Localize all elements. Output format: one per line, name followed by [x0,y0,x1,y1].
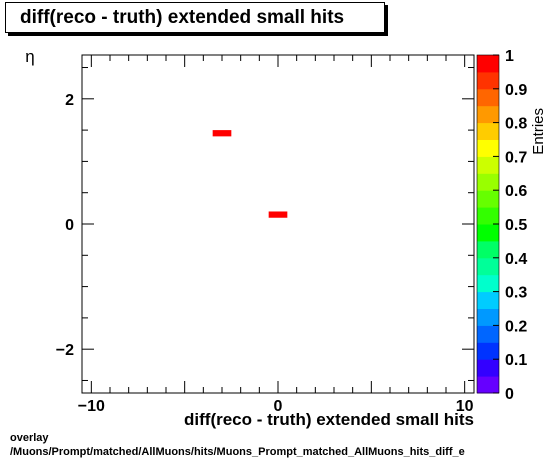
z-tick-label: 0.4 [505,251,527,268]
plot-frame [81,54,475,394]
palette-segment [477,55,499,73]
palette-segment [477,122,499,140]
z-tick-label: 0.3 [505,285,527,302]
z-tick-label: 0.6 [505,183,527,200]
palette-segment [477,224,499,242]
palette-segment [477,291,499,309]
x-tick-label: 0 [274,398,283,415]
palette-segment [477,308,499,326]
z-tick-label: 0.5 [505,217,527,234]
palette-segment [477,359,499,377]
z-tick-label: 0.2 [505,318,527,335]
palette-segment [477,257,499,276]
x-tick-label: 10 [456,398,474,415]
palette-segment [477,156,499,174]
y-tick-label: 0 [65,217,74,234]
x-axis-label: diff(reco - truth) extended small hits [184,410,474,429]
palette-segment [477,71,499,90]
z-tick-label: 0 [505,386,514,403]
z-tick-label: 0.1 [505,352,527,369]
chart-title: diff(reco - truth) extended small hits [5,2,385,33]
x-tick-label: −10 [78,398,105,415]
z-tick-label: 0.8 [505,116,527,133]
palette-segment [477,139,499,157]
y-tick-label: −2 [56,342,74,359]
y-tick-label: 2 [65,92,74,109]
palette-segment [477,190,499,208]
palette-segment [477,342,499,360]
heatmap-bin [212,130,232,137]
palette-segment [477,173,499,191]
z-tick-label: 0.7 [505,149,527,166]
palette-segment [477,88,499,107]
z-tick-label: 1 [505,48,514,65]
footer-overlay-label: overlay [10,432,49,444]
palette-segment [477,105,499,124]
palette-segment [477,207,499,225]
heatmap-bin [268,211,288,218]
palette-segment [477,274,499,293]
palette-segment [477,325,499,343]
z-tick-label: 0.9 [505,82,527,99]
y-axis-label: η [25,47,34,66]
footer-path-label: /Muons/Prompt/matched/AllMuons/hits/Muon… [10,446,465,458]
palette-segment [477,240,499,259]
palette-segment [477,376,499,394]
z-axis-label: Entries [530,108,546,155]
